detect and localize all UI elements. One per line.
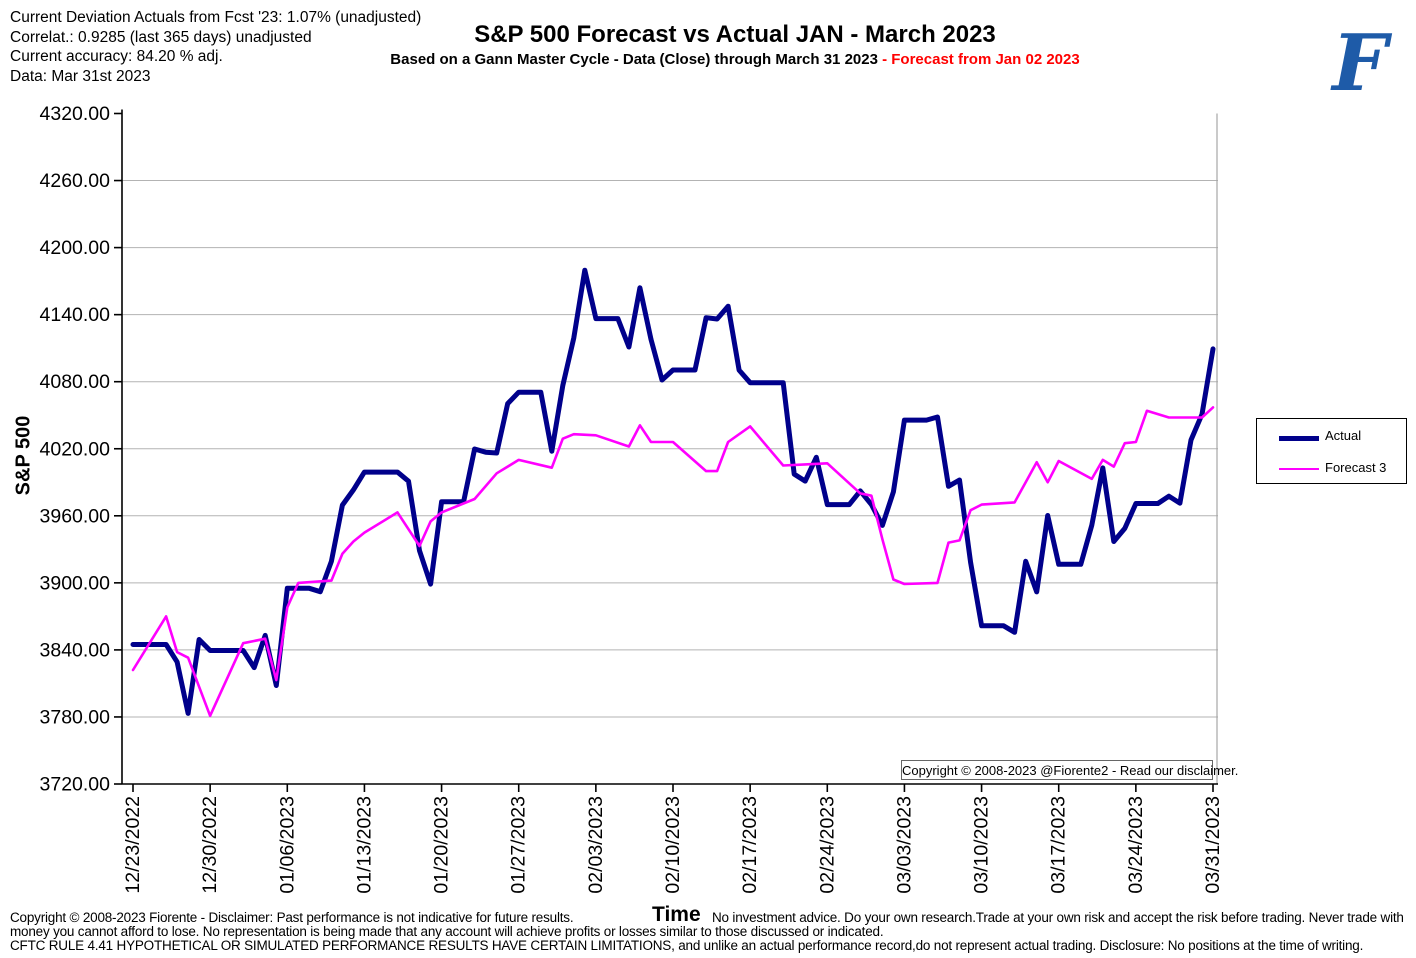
y-tick-label: 3960.00 [40,505,111,527]
footer-copyright-disclaimer: Copyright © 2008-2023 Fiorente - Disclai… [10,910,574,925]
chart-legend: Actual Forecast 3 [1256,418,1407,484]
x-axis-title: Time [652,903,701,926]
info-correlation: Correlat.: 0.9285 (last 365 days) unadju… [10,28,312,46]
y-tick-label: 3720.00 [40,774,111,796]
y-tick-label: 3900.00 [40,572,111,594]
x-tick-label: 02/10/2023 [662,796,684,894]
y-tick-label: 4260.00 [40,170,111,192]
legend-label-forecast: Forecast 3 [1325,460,1387,475]
x-tick-label: 03/17/2023 [1048,796,1070,894]
x-tick-label: 03/10/2023 [971,796,993,894]
x-tick-label: 02/17/2023 [739,796,761,894]
x-tick-label: 01/20/2023 [431,796,453,894]
x-tick-label: 01/27/2023 [508,796,530,894]
y-tick-label: 3780.00 [40,706,111,728]
x-tick-label: 02/24/2023 [816,796,838,894]
subtitle-main: Based on a Gann Master Cycle - Data (Clo… [390,51,883,68]
info-accuracy: Current accuracy: 84.20 % adj. [10,48,223,65]
footer-risk-line: money you cannot afford to lose. No repr… [10,924,884,939]
x-tick-label: 03/31/2023 [1202,796,1224,894]
x-tick-label: 03/03/2023 [893,796,915,894]
y-tick-label: 4020.00 [40,438,111,460]
footer-advice-line: No investment advice. Do your own resear… [712,910,1404,925]
actual-series-line [130,267,1216,716]
page-title: S&P 500 Forecast vs Actual JAN - March 2… [474,21,996,48]
y-tick-label: 4200.00 [40,237,111,259]
legend-entry-actual: Actual [1257,427,1406,447]
x-tick-label: 02/03/2023 [585,796,607,894]
y-tick-label: 3840.00 [40,639,111,661]
legend-entry-forecast: Forecast 3 [1257,459,1406,479]
forecast-series-line [131,406,1215,718]
x-tick-label: 01/13/2023 [353,796,375,894]
y-tick-label: 4080.00 [40,371,111,393]
x-tick-label: 12/23/2022 [122,796,144,894]
y-axis-title: S&P 500 [12,415,35,496]
forecast-line-swatch [1279,468,1319,470]
y-tick-label: 4320.00 [40,103,111,125]
fiorente-logo-icon: F [1332,18,1388,109]
page-subtitle: Based on a Gann Master Cycle - Data (Clo… [300,51,1170,68]
subtitle-forecast-note: - Forecast from Jan 02 2023 [882,51,1080,68]
y-tick-label: 4140.00 [40,304,111,326]
x-tick-label: 03/24/2023 [1125,796,1147,894]
x-tick-label: 01/06/2023 [276,796,298,894]
info-block: Current Deviation Actuals from Fcst '23:… [10,8,421,86]
chart-copyright-note: Copyright © 2008-2023 @Fiorente2 - Read … [901,760,1238,780]
footer-cftc-line: CFTC RULE 4.41 HYPOTHETICAL OR SIMULATED… [10,938,1364,953]
legend-label-actual: Actual [1325,428,1362,443]
actual-line-swatch [1279,436,1319,441]
info-data-date: Data: Mar 31st 2023 [10,67,151,85]
x-tick-label: 12/30/2022 [199,796,221,894]
info-deviation: Current Deviation Actuals from Fcst '23:… [10,9,422,26]
